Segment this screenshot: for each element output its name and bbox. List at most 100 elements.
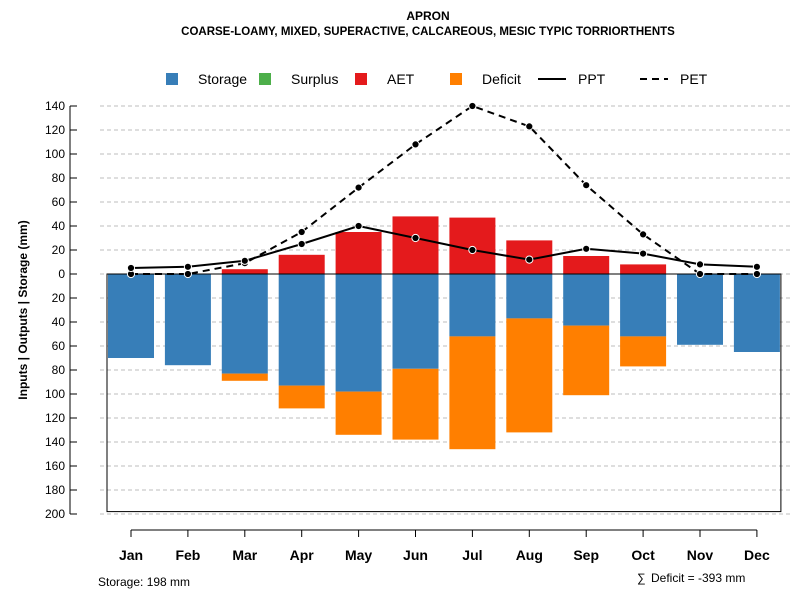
legend-label-aet: AET [387, 71, 415, 87]
y-tick-label: 0 [58, 267, 65, 281]
legend-swatch-aet [355, 73, 367, 85]
pet-line [131, 104, 757, 275]
y-tick-label: 60 [52, 195, 66, 209]
storage-bar-aug [506, 274, 553, 319]
storage-bar-mar [221, 274, 268, 374]
y-tick-label: 180 [45, 483, 65, 497]
ppt-point-feb [183, 262, 192, 271]
pet-point-feb [183, 269, 192, 279]
deficit-bar-oct [620, 336, 667, 367]
x-tick-label-apr: Apr [290, 547, 315, 563]
aet-bar-sep [563, 256, 610, 274]
y-tick-label: 200 [45, 507, 65, 521]
y-tick-label: 140 [45, 99, 65, 113]
ppt-line [130, 224, 757, 269]
y-tick-label: 20 [52, 291, 66, 305]
deficit-footer: Deficit = -393 mm [651, 571, 745, 585]
y-tick-label: 80 [52, 171, 66, 185]
aet-bar-may [335, 232, 382, 274]
x-tick-label-feb: Feb [175, 547, 200, 563]
bars [108, 216, 780, 450]
ppt-point-aug [525, 255, 534, 264]
storage-bar-jan [108, 274, 154, 358]
y-tick-label: 100 [45, 147, 65, 161]
deficit-bar-may [335, 391, 382, 435]
ppt-point-dec [752, 262, 762, 271]
ppt-point-jul [468, 245, 477, 255]
storage-bar-jul [449, 274, 496, 337]
storage-bar-may [335, 274, 382, 392]
x-tick-label-oct: Oct [631, 547, 655, 563]
pet-point-dec [752, 269, 762, 279]
legend-label-ppt: PPT [578, 71, 606, 87]
ppt-point-mar [240, 256, 249, 265]
x-tick-label-nov: Nov [687, 547, 714, 563]
ppt-point-sep [582, 244, 591, 253]
deficit-bar-jun [392, 368, 439, 440]
legend-swatch-surplus [259, 73, 271, 85]
y-tick-label: 40 [52, 219, 66, 233]
deficit-bar-aug [506, 318, 553, 433]
aet-bar-oct [620, 264, 667, 274]
storage-bar-dec [733, 274, 780, 352]
y-tick-label: 60 [52, 339, 66, 353]
storage-bar-apr [278, 274, 325, 386]
y-tick-label: 140 [45, 435, 65, 449]
storage-bar-oct [620, 274, 667, 337]
storage-bar-jun [392, 274, 439, 369]
chart-title: APRON [406, 9, 449, 23]
storage-footer: Storage: 198 mm [98, 575, 190, 589]
legend: Storage Surplus AET Deficit PPT PET [166, 71, 708, 87]
pet-point-oct [639, 230, 648, 239]
legend-swatch-deficit [450, 73, 462, 85]
x-tick-label-sep: Sep [573, 547, 599, 563]
pet-point-may [354, 183, 363, 192]
ppt-point-oct [639, 249, 648, 258]
legend-swatch-storage [166, 73, 178, 85]
y-tick-label: 40 [52, 315, 66, 329]
pet-point-sep [582, 181, 591, 190]
pet-point-aug [525, 122, 534, 131]
ppt-point-apr [297, 239, 306, 249]
y-tick-label: 20 [52, 243, 66, 257]
deficit-bar-jul [449, 336, 496, 450]
deficit-bar-mar [221, 373, 268, 381]
x-axis: Jan Feb Mar Apr May Jun Jul Aug Sep Oct Nov Dec [119, 529, 770, 563]
chart-subtitle: COARSE-LOAMY, MIXED, SUPERACTIVE, CALCAR… [181, 26, 675, 38]
deficit-bar-apr [278, 385, 325, 409]
legend-label-storage: Storage [198, 71, 247, 87]
x-tick-label-dec: Dec [744, 547, 770, 563]
y-axis-label: Inputs | Outputs | Storage (mm) [16, 220, 30, 399]
pet-point-nov [695, 269, 705, 279]
x-tick-label-mar: Mar [232, 547, 257, 563]
x-tick-label-jul: Jul [462, 547, 482, 563]
gridlines [100, 105, 790, 515]
storage-bar-nov [677, 274, 723, 345]
aet-bar-mar [221, 269, 268, 274]
x-tick-label-aug: Aug [516, 547, 543, 563]
series-lines [126, 101, 762, 279]
ppt-point-may [354, 221, 363, 231]
y-tick-label: 120 [45, 123, 65, 137]
ppt-point-jun [411, 233, 420, 243]
y-axis: 1401201008060402002040608010012014016018… [45, 99, 77, 521]
x-tick-label-jan: Jan [119, 547, 143, 563]
pet-point-jun [411, 140, 420, 149]
deficit-bar-sep [563, 325, 610, 396]
legend-label-surplus: Surplus [291, 71, 338, 87]
deficit-sum-symbol: ∑ [637, 571, 646, 585]
aet-bar-apr [278, 254, 325, 274]
y-tick-label: 120 [45, 411, 65, 425]
ppt-point-jan [126, 263, 136, 273]
y-tick-label: 80 [52, 363, 66, 377]
y-tick-label: 100 [45, 387, 65, 401]
y-tick-label: 160 [45, 459, 65, 473]
ppt-point-nov [695, 260, 705, 269]
storage-bar-sep [563, 274, 610, 326]
storage-bar-feb [164, 274, 211, 366]
pet-point-apr [297, 227, 306, 237]
x-tick-label-jun: Jun [403, 547, 428, 563]
legend-label-deficit: Deficit [482, 71, 521, 87]
pet-point-jul [468, 101, 477, 111]
